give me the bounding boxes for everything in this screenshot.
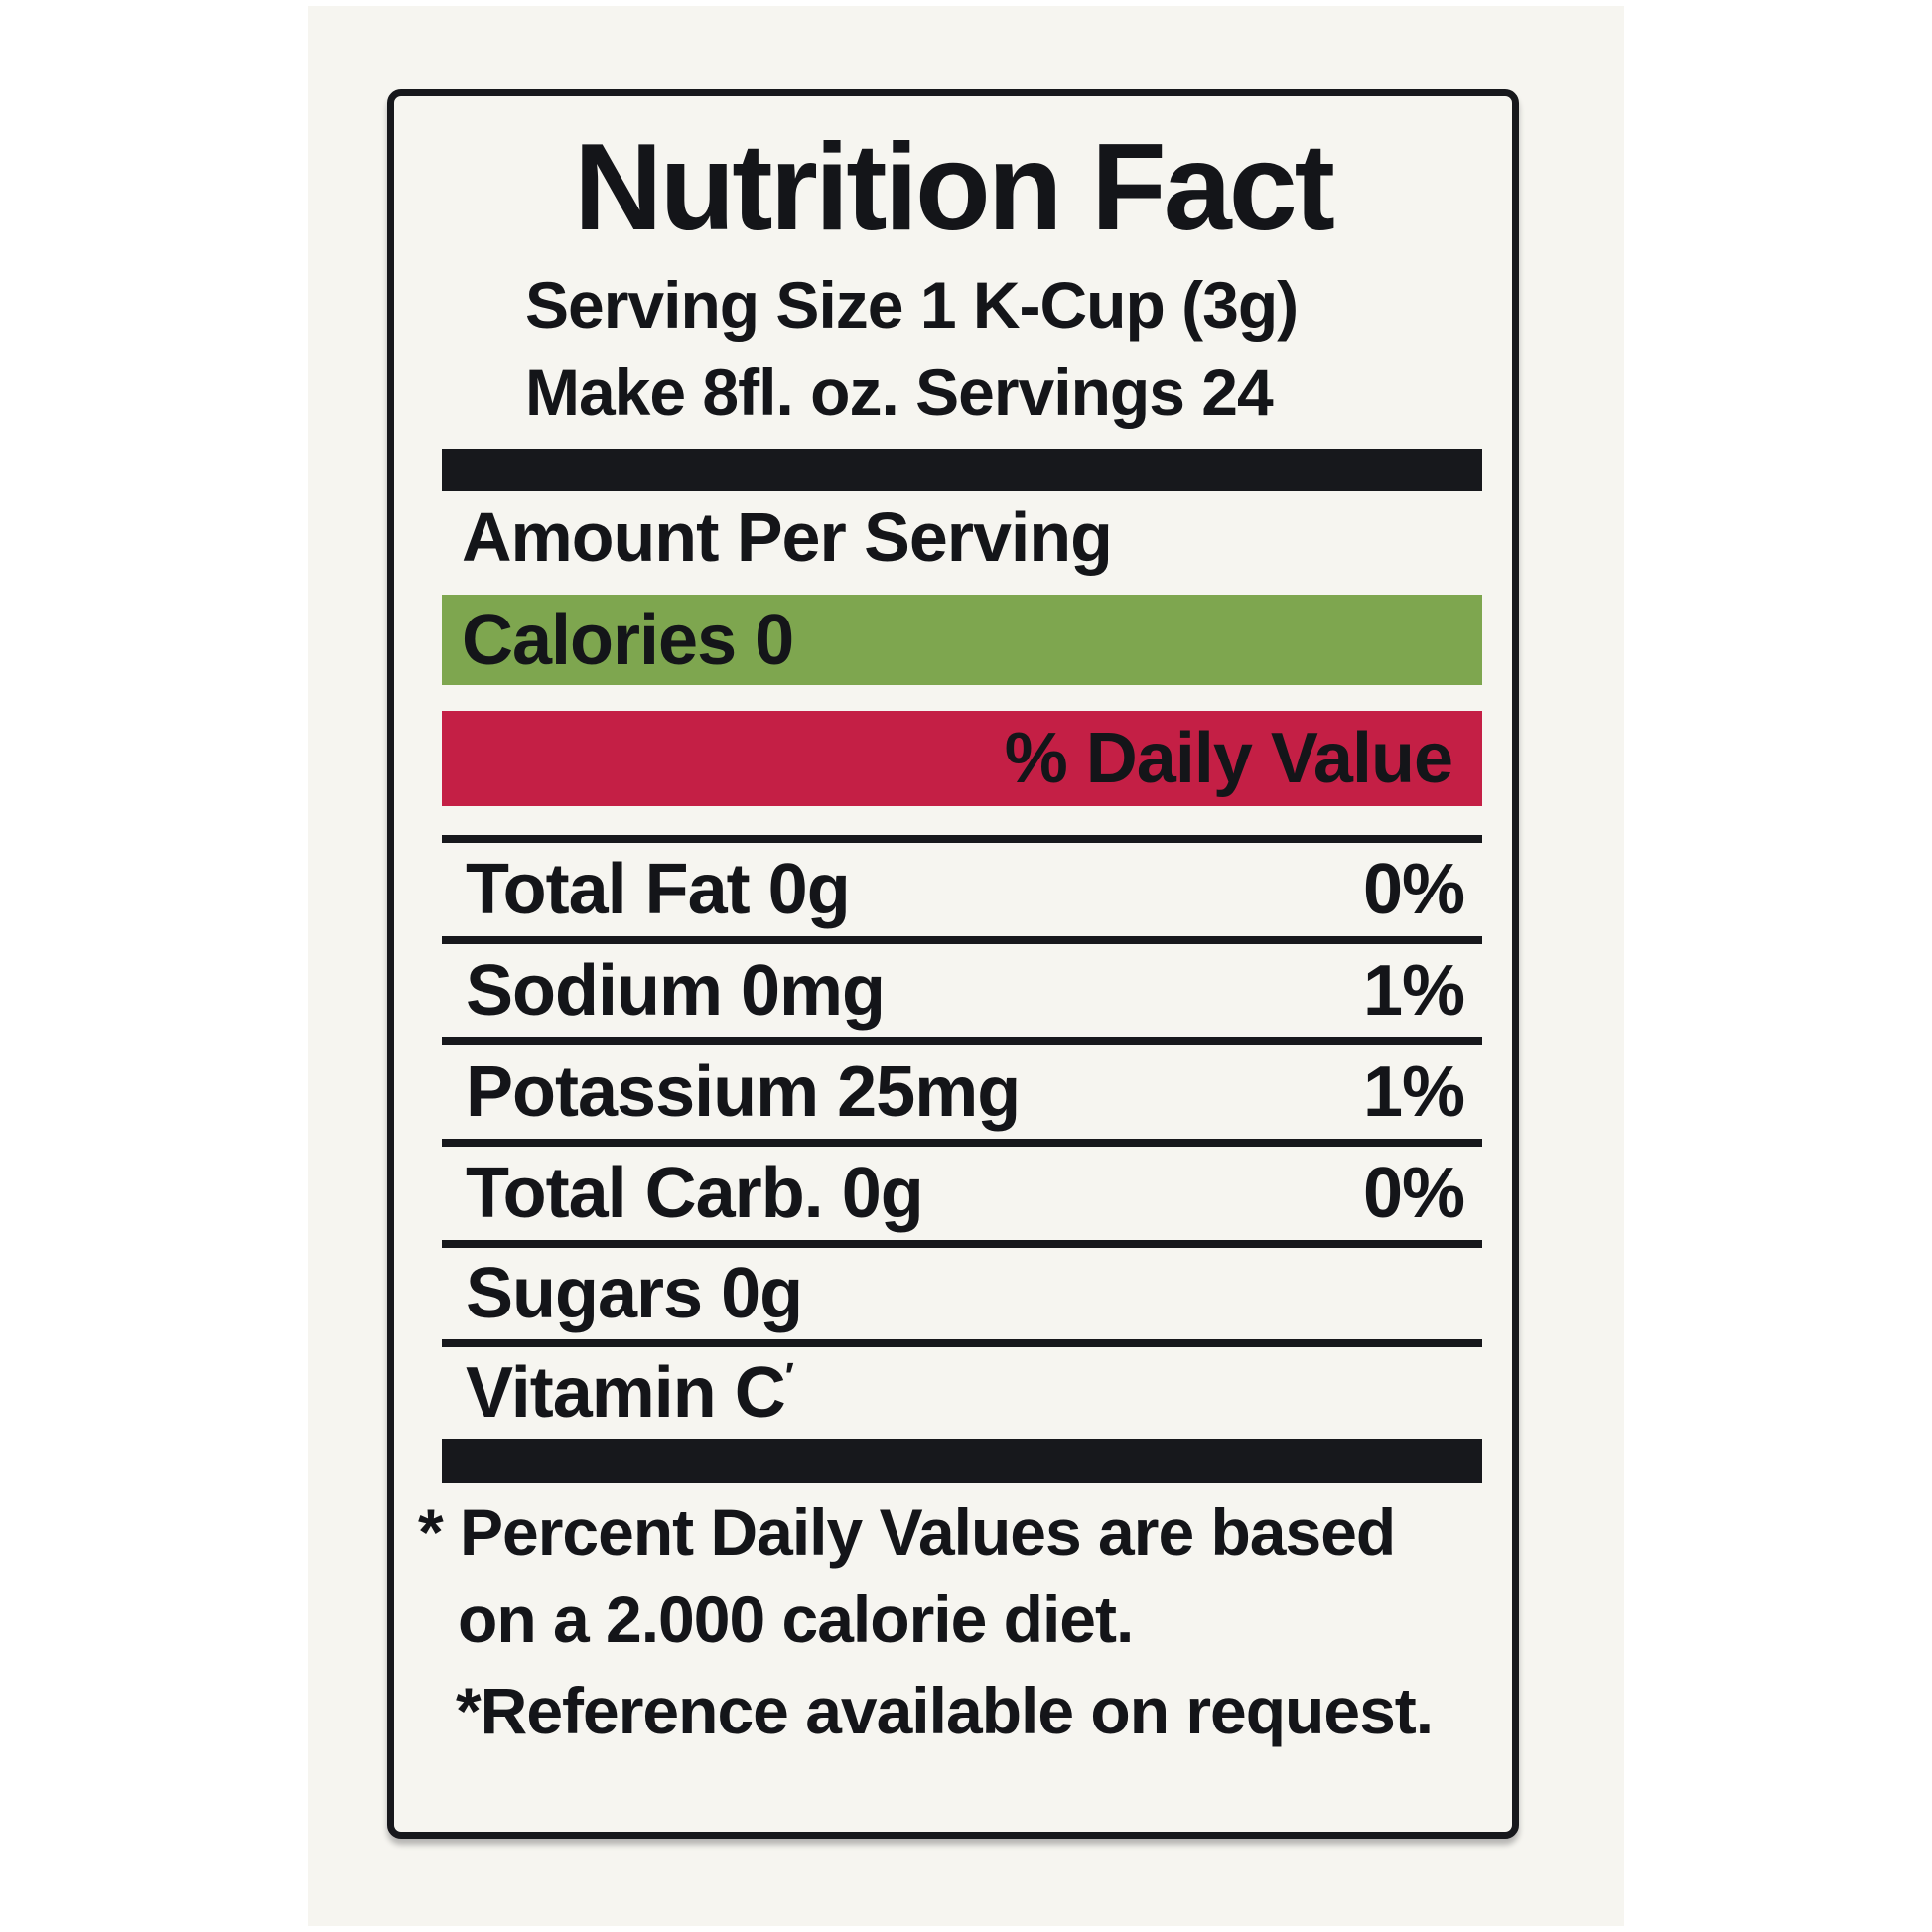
footnote-daily-values-line1: * Percent Daily Values are based — [418, 1495, 1396, 1569]
calories-text: Calories 0 — [462, 600, 794, 680]
daily-value-bar: % Daily Value — [442, 711, 1482, 806]
nutrient-label: Potassium 25mg — [466, 1052, 1021, 1132]
divider — [442, 1339, 1482, 1347]
calories-bar: Calories 0 — [442, 595, 1482, 685]
nutrient-label: Sodium 0mg — [466, 951, 886, 1031]
serving-info: Serving Size 1 K-Cup (3g) Make 8fl. oz. … — [525, 261, 1299, 436]
divider — [442, 936, 1482, 944]
nutrient-row-total-carb: Total Carb. 0g 0% — [442, 1147, 1482, 1240]
nutrient-label: Vitamin C′ — [466, 1353, 794, 1433]
label-title: Nutrition Fact — [574, 119, 1335, 256]
nutrient-label: Sugars 0g — [466, 1254, 803, 1333]
divider — [442, 1037, 1482, 1045]
nutrient-label: Total Carb. 0g — [466, 1154, 924, 1233]
servings-count-line: Make 8fl. oz. Servings 24 — [525, 355, 1274, 429]
amount-per-serving-heading: Amount Per Serving — [462, 498, 1113, 576]
vitamin-c-footnote-mark: ′ — [784, 1356, 794, 1398]
nutrient-row-vitamin-c: Vitamin C′ — [442, 1347, 1482, 1439]
nutrient-value: 1% — [1362, 1052, 1465, 1132]
serving-size-line: Serving Size 1 K-Cup (3g) — [525, 268, 1299, 342]
nutrient-value: 0% — [1362, 850, 1465, 929]
nutrient-row-total-fat: Total Fat 0g 0% — [442, 843, 1482, 936]
nutrient-value: 0% — [1362, 1154, 1465, 1233]
daily-value-heading: % Daily Value — [1004, 719, 1453, 798]
separator-bar-top — [442, 449, 1482, 491]
nutrient-row-potassium: Potassium 25mg 1% — [442, 1045, 1482, 1139]
divider — [442, 1139, 1482, 1147]
divider — [442, 835, 1482, 843]
footnote-daily-values-line2: on a 2.000 calorie diet. — [458, 1583, 1134, 1656]
nutrient-row-sodium: Sodium 0mg 1% — [442, 944, 1482, 1037]
nutrient-row-sugars: Sugars 0g — [442, 1248, 1482, 1339]
footnote-reference: *Reference available on request. — [456, 1674, 1434, 1747]
nutrient-value: 1% — [1362, 951, 1465, 1031]
nutrient-label: Total Fat 0g — [466, 850, 851, 929]
separator-bar-bottom — [442, 1439, 1482, 1483]
nutrition-facts-label: Nutrition Fact Serving Size 1 K-Cup (3g)… — [387, 89, 1519, 1839]
divider — [442, 1240, 1482, 1248]
